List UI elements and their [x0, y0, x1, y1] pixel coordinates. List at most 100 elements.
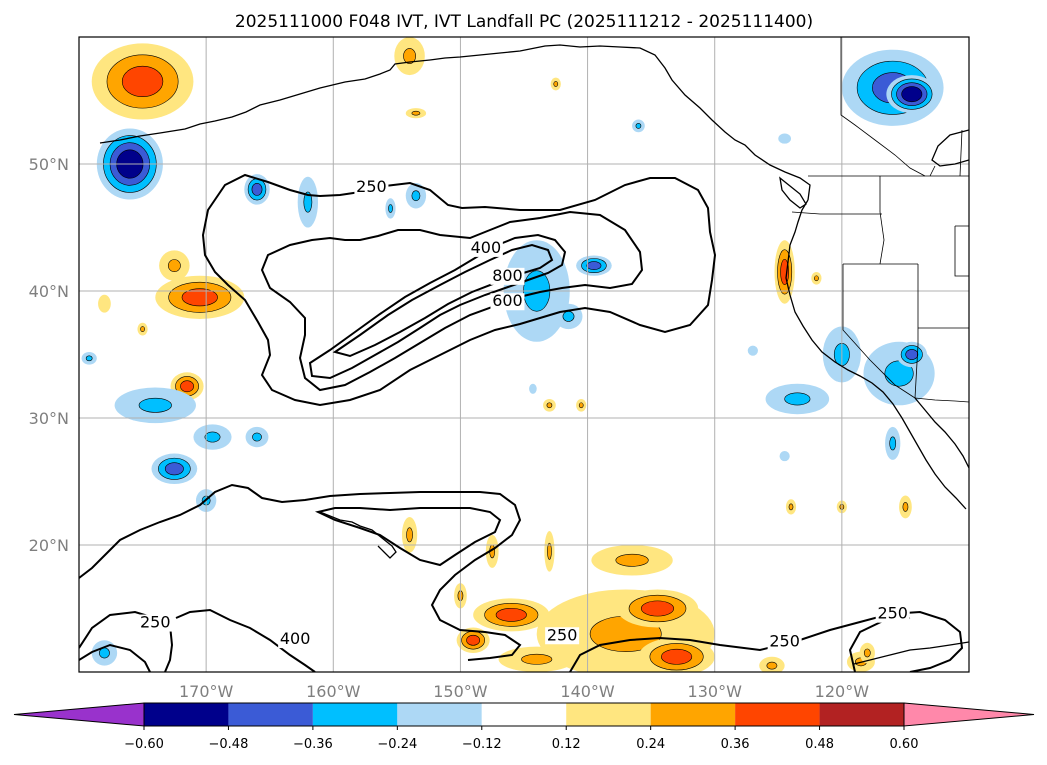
- pc-band: [204, 431, 221, 443]
- pc-region-13: [405, 183, 427, 209]
- pc-band: [788, 503, 794, 511]
- colorbar: −0.60 −0.48 −0.36 −0.24 −0.12 0.12 0.24 0.36 0.4…: [13, 702, 1035, 752]
- x-tick-label: 150°W: [433, 682, 488, 701]
- nevada-arizona-border: [914, 264, 919, 399]
- pc-band: [181, 288, 218, 307]
- pc-band: [863, 648, 871, 658]
- canada-provinces: [929, 129, 963, 177]
- pc-region-38: [91, 640, 118, 666]
- colorbar-tick-label: 0.60: [890, 737, 919, 752]
- baja-gulf-coast: [914, 397, 969, 469]
- pc-band: [121, 65, 164, 97]
- colorbar-tick-label: −0.24: [377, 737, 417, 752]
- pc-region-56: [747, 345, 758, 356]
- ivt-contour-label: 400: [471, 238, 502, 257]
- pc-band: [546, 402, 553, 409]
- colorbar-extend-low: [13, 702, 145, 727]
- pc-band: [303, 191, 313, 213]
- pc-band: [814, 275, 819, 282]
- pc-region-46: [529, 383, 537, 394]
- pc-region-52: [81, 351, 97, 365]
- ivt-contour-250-south: [79, 483, 522, 661]
- pc-band: [138, 397, 172, 413]
- pc-region-49: [405, 108, 427, 119]
- pc-band: [411, 110, 421, 116]
- map-frame: [78, 36, 970, 673]
- colorbar-tick-label: −0.36: [293, 737, 333, 752]
- pc-region-32: [473, 598, 550, 632]
- contour-label-gap: [875, 605, 910, 623]
- pc-region-50: [394, 37, 425, 76]
- ivt-contour-label: 250: [877, 604, 908, 623]
- pc-band: [562, 311, 575, 322]
- pc-region-24: [885, 426, 901, 460]
- colorbar-outline: [143, 702, 905, 727]
- pc-region-28: [544, 531, 555, 572]
- colorbar-tick-label: 0.24: [636, 737, 665, 752]
- colorbar-swatch: [312, 703, 398, 726]
- colorbar-swatch: [566, 703, 651, 726]
- pc-band: [406, 527, 413, 543]
- pc-band: [615, 553, 649, 567]
- ivt-contour-label: 250: [356, 177, 387, 196]
- utah-border: [918, 225, 969, 329]
- colorbar-tick-label: −0.60: [124, 737, 164, 752]
- latitude-tick-labels: 50°N 40°N 30°N 20°N: [29, 155, 69, 555]
- graticule: [79, 37, 969, 672]
- pc-band: [164, 462, 184, 476]
- chart-title: 2025111000 F048 IVT, IVT Landfall PC (20…: [235, 12, 813, 32]
- colorbar-tick-label: 0.12: [552, 737, 581, 752]
- pc-region-33: [591, 545, 673, 576]
- colorbar-swatch: [397, 703, 482, 726]
- pc-band: [889, 436, 897, 451]
- pc-region-53: [778, 133, 792, 144]
- pc-band: [779, 451, 790, 462]
- pc-region-55: [779, 451, 790, 462]
- pc-region-18: [774, 240, 795, 304]
- x-tick-label: 160°W: [306, 682, 361, 701]
- pc-band: [747, 345, 758, 356]
- y-tick-label: 30°N: [29, 409, 69, 428]
- pc-band: [180, 380, 194, 393]
- pc-region-45: [576, 398, 587, 412]
- pc-region-0: [91, 43, 194, 120]
- ivt-contour-label: 250: [140, 613, 171, 632]
- pc-band: [252, 432, 262, 442]
- pc-region-8: [245, 426, 269, 448]
- pc-band: [521, 653, 553, 665]
- y-tick-label: 20°N: [29, 536, 69, 555]
- pc-region-4: [98, 294, 111, 313]
- map-background: [79, 37, 969, 672]
- pc-band: [140, 326, 145, 332]
- pc-region-14: [385, 198, 396, 219]
- pc-region-6: [114, 387, 196, 424]
- idaho-border: [879, 176, 885, 265]
- pc-region-25: [899, 495, 912, 519]
- pc-band: [784, 392, 811, 406]
- ivt-contour-400: [260, 210, 644, 392]
- ivt-contour-400-south: [175, 608, 316, 672]
- pc-region-48: [550, 77, 561, 91]
- pc-band: [778, 133, 792, 144]
- colorbar-swatch: [228, 703, 313, 726]
- pc-region-51: [137, 322, 148, 336]
- colorbar-tick-label: −0.48: [209, 737, 249, 752]
- ivt-contour-250-southeast: [569, 610, 964, 672]
- ivt-contour-label: 250: [769, 632, 800, 651]
- pc-band: [167, 259, 181, 272]
- us-west-coast: [785, 244, 967, 510]
- ivt-contour-label: 600: [492, 291, 523, 310]
- colorbar-tick-label: −0.12: [462, 737, 502, 752]
- pc-region-37: [498, 646, 575, 672]
- vancouver-island: [779, 176, 807, 209]
- pc-band: [529, 383, 537, 394]
- pc-region-19: [811, 271, 822, 285]
- pc-region-23: [896, 341, 928, 368]
- pc-region-2: [159, 250, 190, 281]
- colorbar-swatch: [144, 703, 229, 726]
- pc-region-42: [785, 499, 797, 515]
- california-nevada-border: [842, 264, 916, 399]
- ivt-contour-label: 400: [280, 629, 311, 648]
- pc-region-16: [576, 255, 612, 276]
